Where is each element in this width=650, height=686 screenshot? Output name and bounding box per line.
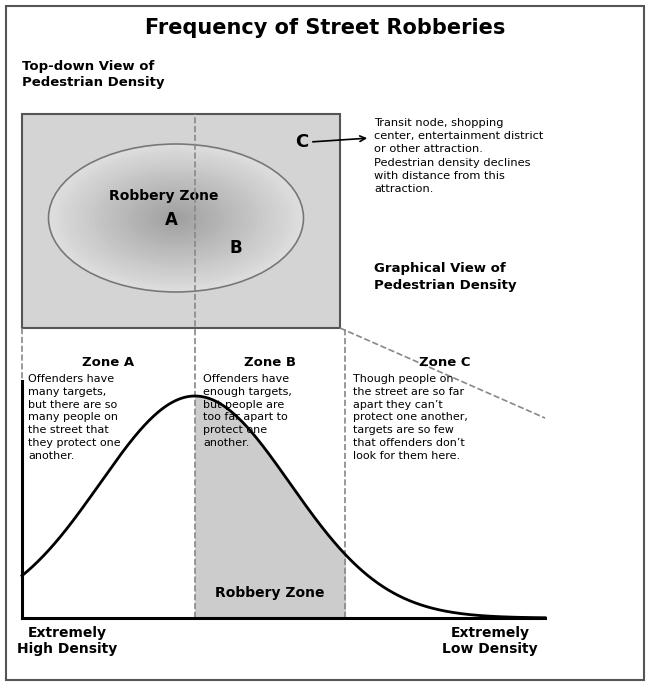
Ellipse shape bbox=[133, 192, 220, 244]
Ellipse shape bbox=[154, 204, 198, 231]
Ellipse shape bbox=[69, 155, 283, 281]
Text: Robbery Zone: Robbery Zone bbox=[109, 189, 219, 203]
Bar bbox=[22, 114, 340, 328]
Ellipse shape bbox=[136, 195, 215, 241]
FancyBboxPatch shape bbox=[6, 6, 644, 680]
Text: A: A bbox=[164, 211, 177, 229]
Ellipse shape bbox=[107, 178, 245, 259]
Ellipse shape bbox=[99, 173, 254, 263]
Ellipse shape bbox=[94, 170, 258, 266]
Ellipse shape bbox=[52, 145, 300, 291]
Ellipse shape bbox=[145, 200, 207, 236]
Ellipse shape bbox=[166, 212, 185, 224]
Text: Transit node, shopping
center, entertainment district
or other attraction.
Pedes: Transit node, shopping center, entertain… bbox=[374, 118, 543, 194]
Text: Graphical View of
Pedestrian Density: Graphical View of Pedestrian Density bbox=[374, 262, 517, 292]
Text: Though people on
the street are so far
apart they can’t
protect one another,
tar: Though people on the street are so far a… bbox=[353, 374, 468, 461]
Text: C: C bbox=[295, 133, 309, 151]
Ellipse shape bbox=[60, 150, 292, 285]
Ellipse shape bbox=[171, 215, 181, 222]
Ellipse shape bbox=[141, 198, 211, 239]
Text: Zone B: Zone B bbox=[244, 356, 296, 369]
Text: Robbery Zone: Robbery Zone bbox=[215, 586, 325, 600]
Ellipse shape bbox=[47, 143, 304, 293]
Ellipse shape bbox=[124, 187, 228, 248]
Text: B: B bbox=[229, 239, 242, 257]
Text: Extremely
High Density: Extremely High Density bbox=[17, 626, 117, 657]
Text: Offenders have
enough targets,
but people are
too far apart to
protect one
anoth: Offenders have enough targets, but peopl… bbox=[203, 374, 292, 448]
Text: Zone A: Zone A bbox=[83, 356, 135, 369]
Text: Frequency of Street Robberies: Frequency of Street Robberies bbox=[145, 18, 505, 38]
Ellipse shape bbox=[162, 210, 190, 226]
Ellipse shape bbox=[158, 207, 194, 229]
Ellipse shape bbox=[116, 182, 237, 254]
Text: Top-down View of
Pedestrian Density: Top-down View of Pedestrian Density bbox=[22, 60, 164, 89]
Ellipse shape bbox=[111, 180, 240, 256]
Ellipse shape bbox=[175, 217, 177, 219]
Ellipse shape bbox=[128, 190, 224, 246]
Text: Offenders have
many targets,
but there are so
many people on
the street that
the: Offenders have many targets, but there a… bbox=[28, 374, 121, 461]
Ellipse shape bbox=[120, 185, 232, 251]
Ellipse shape bbox=[86, 165, 266, 271]
Ellipse shape bbox=[150, 202, 203, 234]
Text: Extremely
Low Density: Extremely Low Density bbox=[442, 626, 538, 657]
Ellipse shape bbox=[81, 163, 270, 273]
Ellipse shape bbox=[77, 161, 275, 276]
Text: Zone C: Zone C bbox=[419, 356, 471, 369]
Ellipse shape bbox=[64, 153, 287, 283]
Ellipse shape bbox=[103, 175, 249, 261]
Ellipse shape bbox=[90, 167, 262, 268]
Ellipse shape bbox=[56, 148, 296, 288]
Ellipse shape bbox=[73, 158, 279, 279]
